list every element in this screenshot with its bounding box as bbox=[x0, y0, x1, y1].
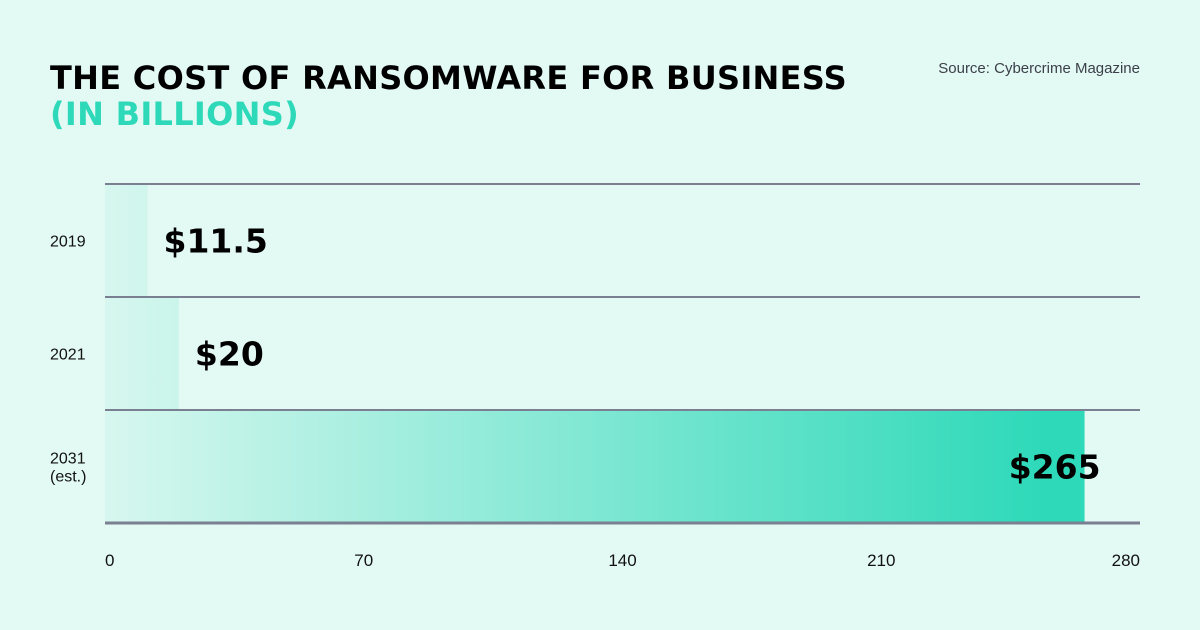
chart-title: THE COST OF RANSOMWARE FOR BUSINESS bbox=[50, 59, 848, 97]
x-tick-label: 0 bbox=[105, 551, 114, 570]
source-credit: Source: Cybercrime Magazine bbox=[938, 60, 1140, 77]
value-label: $20 bbox=[195, 335, 264, 374]
bar-0 bbox=[105, 184, 148, 297]
chart-subtitle: (IN BILLIONS) bbox=[50, 95, 299, 133]
bar-2 bbox=[105, 410, 1085, 523]
category-label: 2031 (est.) bbox=[50, 451, 86, 486]
x-tick-label: 70 bbox=[354, 551, 373, 570]
category-label: 2019 bbox=[50, 234, 86, 251]
x-tick-label: 140 bbox=[608, 551, 636, 570]
value-label: $11.5 bbox=[164, 222, 268, 261]
x-tick-label: 280 bbox=[1112, 551, 1140, 570]
value-label: $265 bbox=[1009, 448, 1101, 487]
x-tick-label: 210 bbox=[867, 551, 895, 570]
category-label: 2021 bbox=[50, 347, 86, 364]
bar-1 bbox=[105, 297, 179, 410]
